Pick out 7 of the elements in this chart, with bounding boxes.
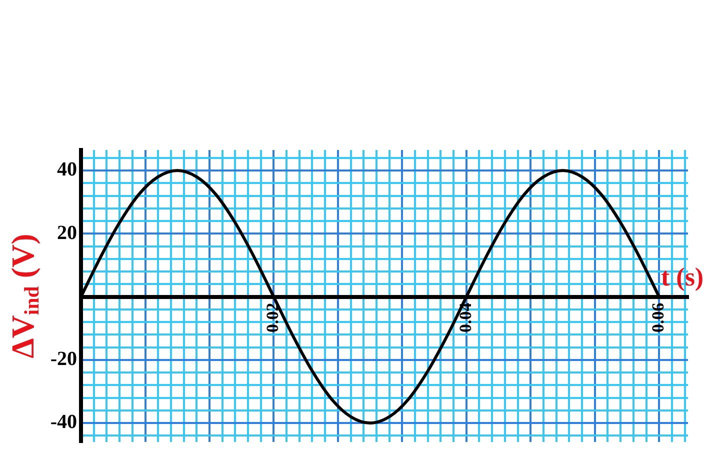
y-tick-label: -40 [50, 411, 77, 434]
x-tick-label: 0.02 [263, 302, 282, 333]
y-axis-title: ΔVind (V) [4, 234, 44, 358]
y-tick-label: 40 [57, 158, 77, 181]
y-tick-label: -20 [50, 348, 77, 370]
y-tick-label: 20 [57, 222, 77, 244]
x-tick-label: 0.06 [648, 302, 668, 333]
